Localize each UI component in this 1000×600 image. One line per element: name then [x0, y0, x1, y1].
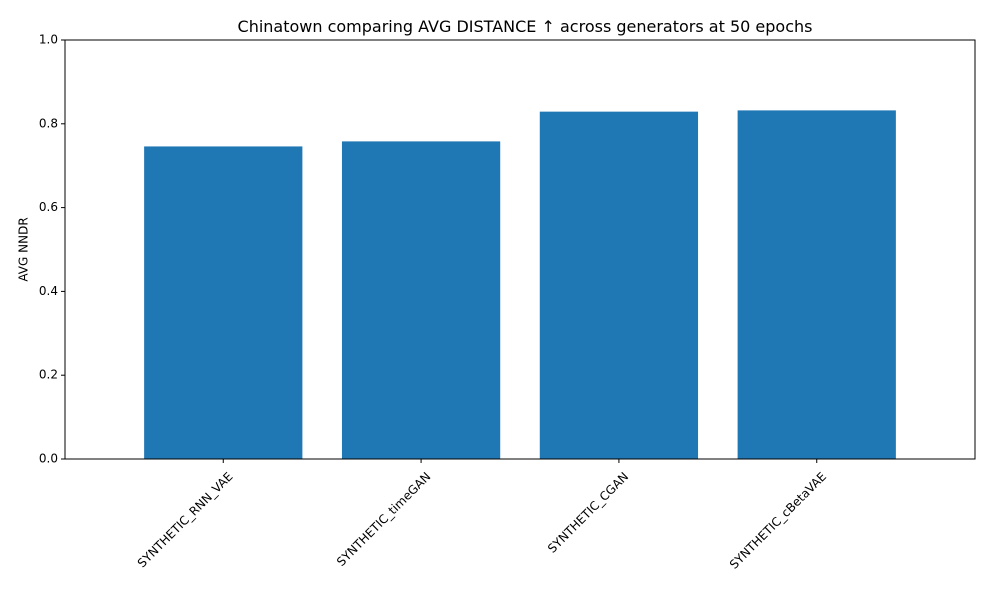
y-tick-label: 0.2 — [39, 368, 58, 382]
bar-SYNTHETIC_CGAN — [539, 111, 699, 460]
x-tick-label: SYNTHETIC_CGAN — [545, 469, 631, 555]
x-tick-label: SYNTHETIC_RNN_VAE — [135, 469, 236, 570]
x-axis: SYNTHETIC_RNN_VAE SYNTHETIC_timeGAN SYNTHE… — [135, 459, 829, 572]
bar-SYNTHETIC_RNN_VAE — [144, 146, 303, 459]
bar-SYNTHETIC_cBetaVAE — [737, 110, 896, 459]
bar-SYNTHETIC_timeGAN — [341, 141, 501, 459]
y-tick-label: 0.6 — [39, 200, 58, 214]
plot-frame — [64, 39, 976, 460]
y-axis-label: AVG NNDR — [17, 217, 31, 281]
y-tick-label: 0.4 — [39, 284, 58, 298]
y-axis: 0.0 0.2 0.4 0.6 0.8 1.0 — [39, 33, 65, 466]
bars-group — [144, 110, 896, 460]
y-tick-label: 0.0 — [39, 452, 58, 466]
y-tick-label: 1.0 — [39, 33, 58, 47]
x-tick-label: SYNTHETIC_timeGAN — [334, 469, 433, 568]
y-tick-label: 0.8 — [39, 116, 58, 130]
chart-title: Chinatown comparing AVG DISTANCE ↑ acros… — [238, 17, 813, 36]
x-tick-label: SYNTHETIC_cBetaVAE — [727, 469, 829, 571]
